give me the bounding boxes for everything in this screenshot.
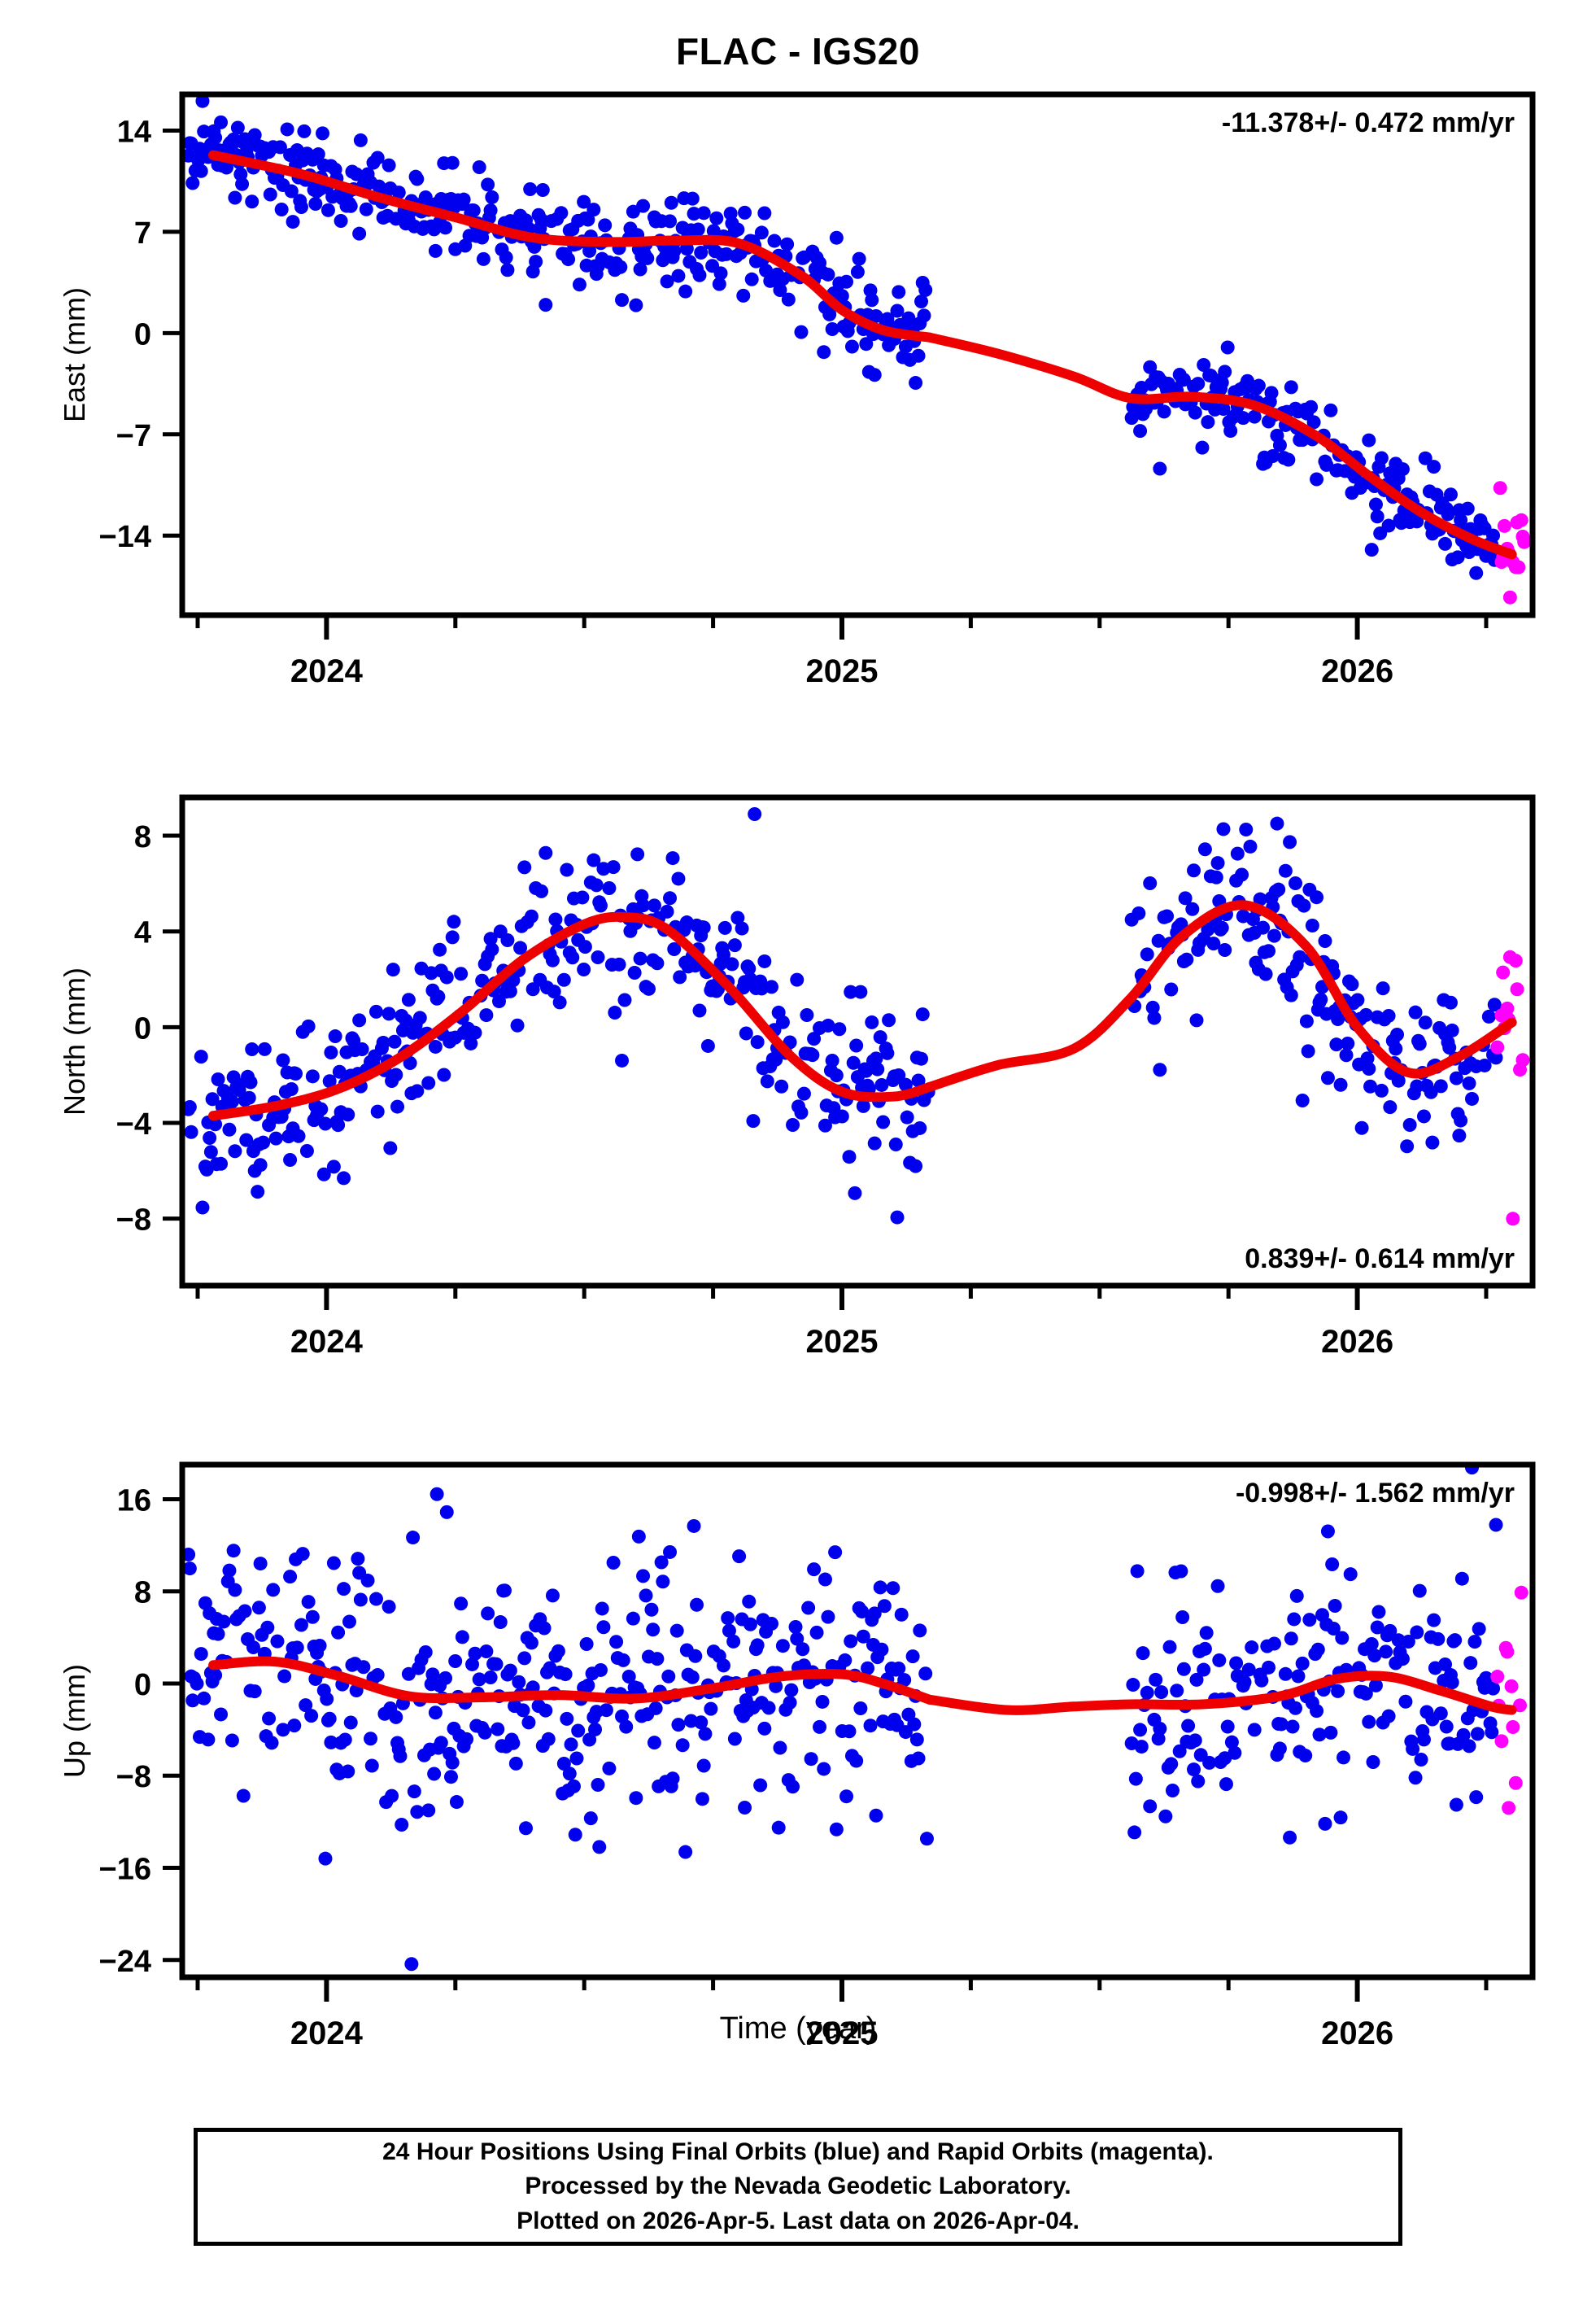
rate-annotation-east: -11.378+/- 0.472 mm/yr xyxy=(1222,107,1515,138)
y-axis-label-up: Up (mm) xyxy=(58,1664,91,1778)
svg-text:0: 0 xyxy=(134,317,151,352)
svg-text:2024: 2024 xyxy=(290,1324,364,1360)
caption-line-3: Plotted on 2026-Apr-5. Last data on 2026… xyxy=(517,2207,1079,2234)
svg-text:2024: 2024 xyxy=(290,2016,364,2051)
svg-text:2025: 2025 xyxy=(806,653,879,689)
svg-text:−16: −16 xyxy=(99,1853,151,1887)
page-title: FLAC - IGS20 xyxy=(676,30,920,72)
svg-text:7: 7 xyxy=(134,216,151,251)
y-axis-label-north: North (mm) xyxy=(58,967,91,1116)
svg-text:−14: −14 xyxy=(99,520,151,554)
svg-text:14: 14 xyxy=(117,115,151,149)
svg-text:0: 0 xyxy=(134,1011,151,1046)
scatter-points xyxy=(182,806,1530,1226)
svg-text:8: 8 xyxy=(134,1576,151,1610)
svg-text:−7: −7 xyxy=(116,419,151,453)
panel-north: 8 4 0 −4 −8 2024 2025 2026 0.839+/- 0.614 mm/yr xyxy=(85,773,1596,1367)
panel-up: 16 8 0 −8 −16 −24 2024 2025 2026 -0.998+/- 1.562 … xyxy=(85,1440,1596,2059)
x-axis-label: Time (year) xyxy=(719,2011,877,2046)
panel-east: 14 7 0 −7 −14 2024 2025 2026 -11.378+/- 0.472 mm… xyxy=(85,70,1596,697)
caption-line-1: 24 Hour Positions Using Final Orbits (bl… xyxy=(382,2138,1214,2165)
svg-text:2026: 2026 xyxy=(1321,2016,1393,2051)
svg-text:2026: 2026 xyxy=(1321,1324,1393,1360)
svg-text:2025: 2025 xyxy=(806,1324,879,1360)
svg-text:8: 8 xyxy=(134,820,151,854)
svg-text:−8: −8 xyxy=(116,1203,151,1238)
svg-text:4: 4 xyxy=(134,916,151,950)
y-axis-label-east: East (mm) xyxy=(58,287,91,422)
svg-text:−4: −4 xyxy=(116,1107,151,1142)
svg-text:0: 0 xyxy=(134,1668,151,1702)
svg-text:2025: 2025 xyxy=(806,2016,879,2051)
svg-text:2024: 2024 xyxy=(290,653,364,689)
svg-text:−24: −24 xyxy=(99,1945,151,1979)
svg-text:2026: 2026 xyxy=(1321,653,1393,689)
plot-area-east: 14 7 0 −7 −14 2024 2025 2026 -11.378+/- 0.472 mm… xyxy=(99,91,1536,689)
rate-annotation-north: 0.839+/- 0.614 mm/yr xyxy=(1245,1243,1515,1274)
scatter-points xyxy=(182,94,1532,605)
rate-annotation-up: -0.998+/- 1.562 mm/yr xyxy=(1236,1478,1515,1509)
caption-line-2: Processed by the Nevada Geodetic Laborat… xyxy=(525,2173,1071,2200)
svg-text:16: 16 xyxy=(117,1483,151,1518)
scatter-points xyxy=(182,1465,1528,1972)
caption-box: 24 Hour Positions Using Final Orbits (bl… xyxy=(194,2128,1402,2246)
data-layer-east xyxy=(182,94,1532,605)
data-layer-north xyxy=(182,806,1530,1226)
svg-text:−8: −8 xyxy=(116,1760,151,1794)
plot-area-north: 8 4 0 −4 −8 2024 2025 2026 0.839+/- 0.614 mm/yr xyxy=(116,794,1536,1360)
data-layer-up xyxy=(182,1465,1528,1972)
plot-area-up: 16 8 0 −8 −16 −24 2024 2025 2026 -0.998+/- 1.562 … xyxy=(99,1461,1536,2051)
